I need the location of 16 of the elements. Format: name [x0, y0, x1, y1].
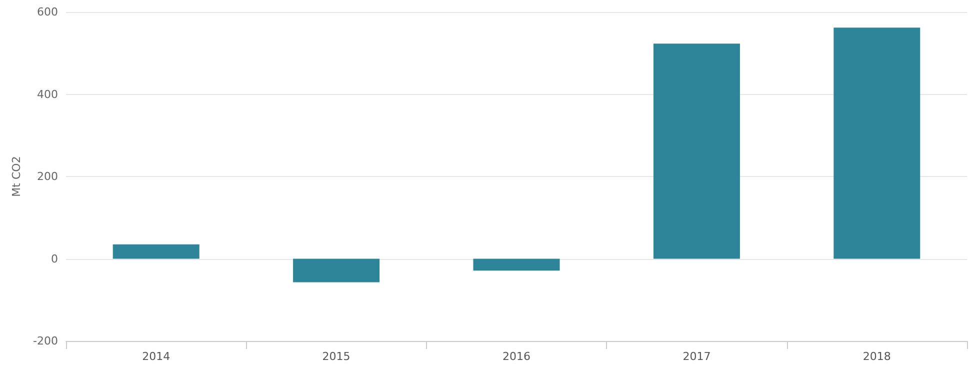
bar — [653, 44, 740, 259]
y-tick-label: 0 — [51, 252, 58, 266]
y-tick-label: 400 — [37, 88, 58, 101]
bar — [834, 28, 920, 259]
x-tick-label: 2017 — [682, 350, 711, 363]
bar — [473, 258, 560, 271]
y-axis-title: Mt CO2 — [10, 156, 24, 197]
x-tick-label: 2016 — [502, 350, 530, 363]
bar — [112, 244, 200, 259]
bar — [293, 258, 380, 282]
x-tick-label: 2014 — [142, 350, 170, 363]
y-tick-label: 200 — [37, 170, 58, 183]
y-tick-label: 600 — [37, 6, 58, 18]
x-tick-label: 2015 — [322, 350, 350, 363]
x-tick-label: 2018 — [862, 350, 891, 363]
y-tick-label: -200 — [33, 334, 58, 348]
